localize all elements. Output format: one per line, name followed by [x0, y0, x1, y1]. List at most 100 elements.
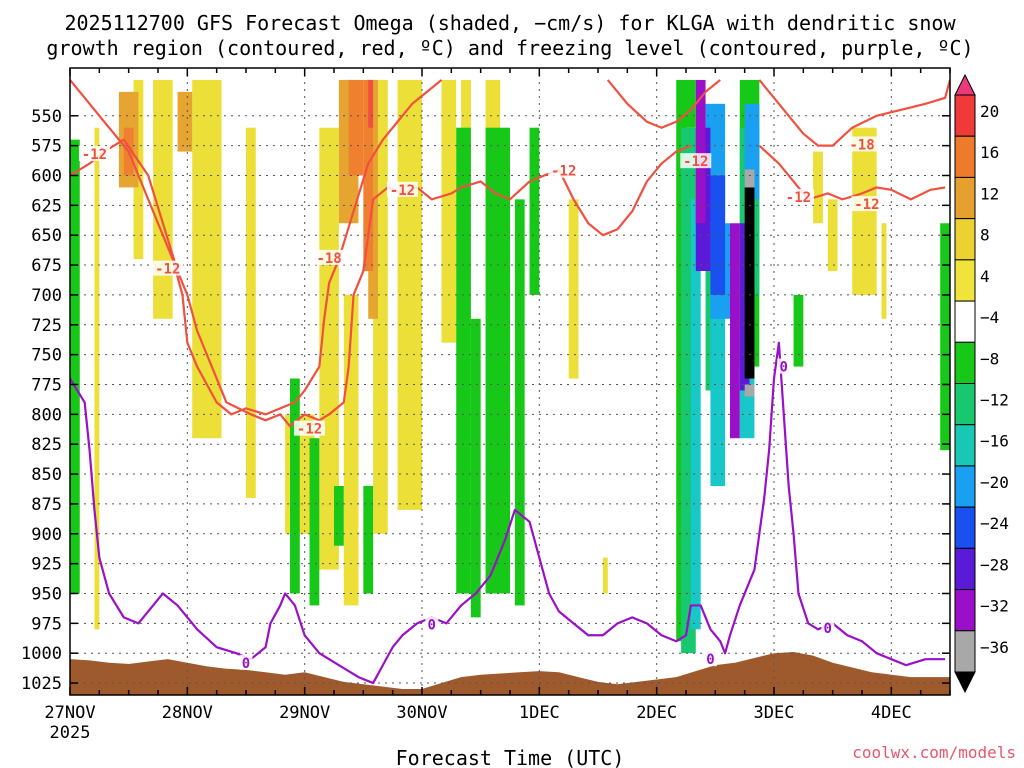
- y-tick-label-575: 575: [31, 137, 62, 157]
- contour-label-zero-d: 0: [780, 360, 788, 376]
- contour-label-zero-a-bg: [239, 654, 253, 670]
- colorbar-label-8: −16: [980, 432, 1009, 451]
- omega-cell-0-4: [246, 127, 256, 498]
- contour-label-minus12-c: -12: [297, 422, 322, 438]
- omega-cell-4-6: [470, 318, 481, 618]
- source-credit: coolwx.com/models: [852, 743, 1016, 762]
- dgz-minus18-contour: [70, 79, 443, 416]
- x-tick-label-3: 30NOV: [396, 703, 447, 723]
- omega-cell-4-13: [793, 294, 804, 367]
- omega-cell-9-1: [739, 223, 750, 391]
- contour-label-minus12-e-bg: [548, 162, 580, 178]
- x-tick-label-7: 4DEC: [871, 703, 912, 723]
- y-tick-label-650: 650: [31, 226, 62, 246]
- colorbar-label-2: 12: [980, 184, 999, 203]
- x-tick-label-4: 1DEC: [519, 703, 560, 723]
- omega-cell-10-0: [695, 79, 706, 224]
- y-tick-label-900: 900: [31, 525, 62, 545]
- contour-label-minus12-a: -12: [82, 147, 107, 163]
- contour-label-zero-a: 0: [242, 656, 250, 672]
- omega-cell-10-1: [730, 223, 740, 439]
- colorbar-swatch-11: [954, 547, 976, 591]
- colorbar-swatch-13: [954, 630, 976, 673]
- contour-label-zero-b: 0: [428, 618, 436, 634]
- contour-label-minus12-e: -12: [551, 164, 576, 180]
- omega-cell-4-1: [290, 378, 300, 594]
- contour-label-minus12-c-bg: [294, 420, 326, 436]
- omega-cell-4-5: [456, 127, 471, 594]
- freezing-level-contour: [70, 341, 946, 685]
- y-tick-label-600: 600: [31, 166, 62, 186]
- y-tick-label-700: 700: [31, 286, 62, 306]
- y-tick-label-625: 625: [31, 196, 62, 216]
- colorbar-swatch-5: [954, 300, 976, 343]
- colorbar-swatch-4: [954, 259, 976, 302]
- contour-label-minus12-d-bg: [386, 181, 418, 197]
- colorbar: 20 16 12 8 4 −4 −8 −12 −16 −20 −24 −28 −32 −36: [954, 73, 1009, 694]
- chart-title-line2: growth region (contoured, red, ºC) and f…: [46, 36, 973, 60]
- colorbar-swatch-7: [954, 383, 976, 426]
- contour-label-minus18-a-bg: [313, 249, 345, 265]
- x-axis-title: Forecast Time (UTC): [396, 746, 625, 768]
- omega-cell-0-15: [813, 151, 823, 224]
- omega-cell-4-2: [309, 438, 320, 606]
- omega-cell-0-17: [852, 127, 877, 295]
- colorbar-label-0: 20: [980, 102, 999, 121]
- contour-label-minus12-f: -12: [683, 154, 708, 170]
- contour-label-zero-c: 0: [706, 652, 714, 668]
- y-tick-label-825: 825: [31, 435, 62, 455]
- contour-label-minus12-b: -12: [155, 262, 180, 278]
- x-tick-label-6: 3DEC: [754, 703, 795, 723]
- colorbar-label-9: −20: [980, 473, 1009, 492]
- y-tick-label-725: 725: [31, 316, 62, 336]
- contour-label-minus18-b-bg: [846, 136, 878, 152]
- colorbar-label-4: 4: [980, 267, 990, 286]
- colorbar-swatch-12: [954, 589, 976, 632]
- omega-cell-0-16: [827, 199, 838, 272]
- colorbar-label-11: −28: [980, 555, 1009, 574]
- colorbar-swatch-3: [954, 218, 976, 261]
- y-tick-label-850: 850: [31, 465, 62, 485]
- colorbar-label-5: −4: [980, 308, 999, 327]
- colorbar-label-13: −36: [980, 638, 1009, 657]
- colorbar-swatch-2: [954, 176, 976, 220]
- omega-cell-2-0: [348, 79, 364, 176]
- contour-label-minus18-b: -18: [849, 137, 874, 153]
- y-tick-label-775: 775: [31, 375, 62, 395]
- omega-cell-3-0: [368, 79, 374, 128]
- y-tick-label-975: 975: [31, 614, 62, 634]
- colorbar-label-7: −12: [980, 391, 1009, 410]
- contour-label-zero-c-bg: [703, 651, 717, 667]
- chart-title-line1: 2025112700 GFS Forecast Omega (shaded, −…: [64, 11, 956, 35]
- omega-cell-0-6: [319, 127, 339, 570]
- omega-cell-0-13: [568, 199, 579, 379]
- colorbar-swatch-6: [954, 341, 976, 384]
- omega-cell-4-8: [514, 199, 525, 606]
- omega-cell-6-0: [690, 199, 701, 630]
- contour-label-minus12-f-bg: [680, 153, 712, 169]
- y-tick-label-1025: 1025: [21, 674, 62, 694]
- terrain-area: [70, 652, 950, 695]
- dgz-upper-contour-east: [758, 79, 950, 147]
- y-tick-label-925: 925: [31, 555, 62, 575]
- omega-cell-0-0: [94, 127, 100, 630]
- omega-cell-0-2: [153, 79, 173, 319]
- contour-labels: -12 -12 -12 -12 -12 -12 -12 -12 -18 -18 0 0 0 0 0: [78, 136, 883, 672]
- omega-cell-4-11: [686, 79, 696, 128]
- contour-label-minus12-h-bg: [851, 196, 883, 212]
- contour-label-minus12-b-bg: [152, 260, 184, 276]
- y-tick-label-800: 800: [31, 405, 62, 425]
- x-tick-label-0: 27NOV: [44, 703, 95, 723]
- omega-cell-6-1: [710, 294, 726, 486]
- omega-cell-4-0: [70, 139, 80, 594]
- colorbar-swatch-1: [954, 135, 976, 178]
- omega-cell-4-3: [334, 486, 344, 546]
- dgz-minus12-contour: [70, 138, 692, 428]
- contour-label-minus12-h: -12: [854, 197, 879, 213]
- colorbar-bottom-arrow: [954, 671, 976, 694]
- x-tick-label-5: 2DEC: [636, 703, 677, 723]
- contour-label-minus12-g-bg: [782, 188, 814, 204]
- omega-cell-0-9: [397, 79, 422, 510]
